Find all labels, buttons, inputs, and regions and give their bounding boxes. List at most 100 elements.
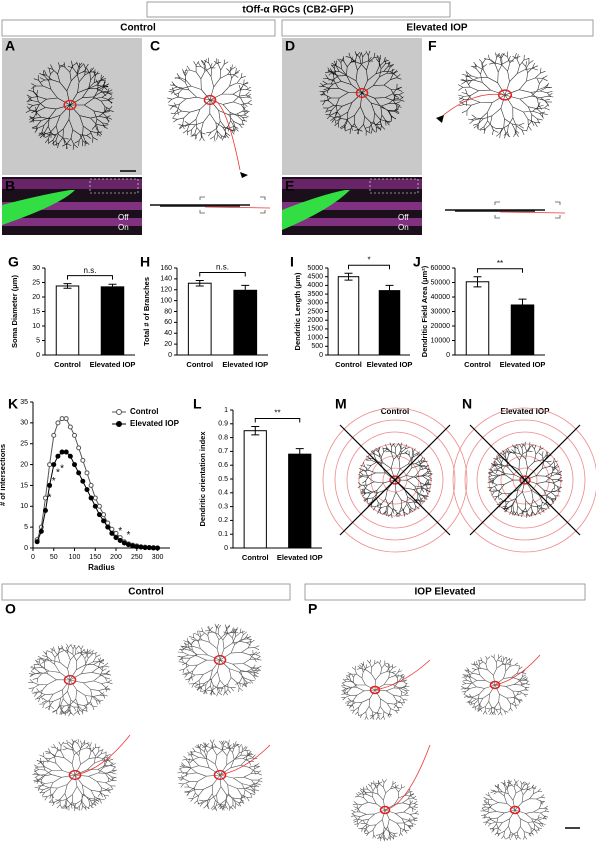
y-tick-label: 30000 bbox=[431, 308, 451, 315]
error-bar bbox=[518, 298, 527, 312]
soma bbox=[379, 805, 391, 815]
section-box bbox=[1, 19, 276, 37]
panel-label: E bbox=[285, 178, 294, 194]
significance-mark: * bbox=[127, 530, 131, 541]
marker bbox=[155, 545, 161, 551]
soma bbox=[509, 805, 521, 815]
panel-label: P bbox=[308, 601, 317, 617]
dendrite-tree bbox=[457, 51, 554, 139]
marker bbox=[76, 470, 82, 476]
y-tick-label: 15 bbox=[32, 308, 40, 315]
arrowhead bbox=[436, 115, 444, 123]
panel-label: L bbox=[193, 396, 202, 412]
dendrite-tree bbox=[32, 738, 118, 812]
significance-mark: * bbox=[118, 526, 122, 537]
error-bar bbox=[241, 284, 250, 296]
y-tick-label: 100 bbox=[160, 297, 172, 304]
sholl-ring bbox=[464, 419, 586, 541]
micrograph bbox=[2, 38, 142, 175]
soma bbox=[213, 654, 227, 666]
y-tick-label: 2000 bbox=[307, 317, 323, 324]
y-tick-label: 10 bbox=[20, 503, 28, 510]
y-tick-label: 40000 bbox=[431, 294, 451, 301]
y-tick-label: 0.2 bbox=[218, 517, 228, 524]
significance-bracket bbox=[477, 268, 523, 273]
bar bbox=[100, 286, 125, 356]
error-bar bbox=[108, 283, 117, 290]
marker bbox=[96, 503, 102, 509]
y-axis-label: Dendritic orientation index bbox=[198, 431, 207, 527]
side-axon bbox=[204, 206, 271, 209]
bar bbox=[337, 276, 360, 356]
dendrite-tree bbox=[340, 659, 410, 721]
x-tick-label: Control bbox=[242, 553, 269, 562]
x-tick-label: Control bbox=[54, 360, 81, 369]
error-bar bbox=[251, 426, 260, 436]
quadrant-lines bbox=[339, 424, 451, 536]
y-axis-label: Total # of Branches bbox=[142, 277, 151, 346]
soma bbox=[355, 87, 369, 99]
y-tick-label: 0.5 bbox=[218, 476, 228, 483]
arrowhead bbox=[240, 172, 248, 178]
dendrite-tree bbox=[319, 50, 405, 136]
header-box bbox=[146, 1, 451, 18]
legend-label: Elevated IOP bbox=[130, 419, 180, 428]
sholl-ring bbox=[476, 431, 574, 529]
y-tick-label: 0.6 bbox=[218, 462, 228, 469]
y-tick-label: 4000 bbox=[307, 282, 323, 289]
error-bar bbox=[385, 284, 394, 297]
marker bbox=[34, 539, 40, 545]
marker bbox=[88, 482, 94, 488]
y-tick-label: 20000 bbox=[431, 323, 451, 330]
x-tick-label: 150 bbox=[89, 554, 101, 561]
panel-label: F bbox=[428, 38, 437, 54]
y-tick-label: 5 bbox=[24, 524, 28, 531]
soma bbox=[63, 99, 77, 111]
x-axis-label: Radius bbox=[88, 563, 115, 572]
y-tick-label: 25 bbox=[32, 279, 40, 286]
marker bbox=[51, 432, 57, 438]
marker bbox=[113, 535, 119, 541]
y-tick-label: 20 bbox=[164, 341, 172, 348]
y-tick-label: 25 bbox=[20, 441, 28, 448]
dendrite-tree bbox=[167, 57, 253, 142]
marker bbox=[101, 518, 107, 524]
bar bbox=[510, 304, 535, 356]
section-box bbox=[281, 19, 594, 37]
y-tick-label: 20 bbox=[32, 294, 40, 301]
marker bbox=[125, 542, 131, 548]
dendrite-tree bbox=[460, 654, 530, 716]
y-tick-label: 0 bbox=[319, 352, 323, 359]
significance-label: ** bbox=[274, 409, 280, 418]
bar bbox=[55, 285, 80, 356]
soma bbox=[68, 769, 82, 781]
significance-label: n.s. bbox=[216, 263, 229, 272]
side-view bbox=[445, 209, 545, 212]
significance-label: ** bbox=[497, 259, 503, 268]
soma bbox=[519, 475, 531, 485]
significance-mark: * bbox=[56, 468, 60, 479]
y-tick-label: 15 bbox=[20, 482, 28, 489]
marker bbox=[117, 537, 123, 543]
marker bbox=[63, 416, 69, 422]
quadrant-lines bbox=[469, 424, 581, 536]
axon bbox=[439, 93, 506, 119]
y-tick-label: 60000 bbox=[431, 265, 451, 272]
y-tick-label: 0 bbox=[224, 545, 228, 552]
marker bbox=[121, 540, 127, 546]
x-tick-label: Control bbox=[186, 360, 213, 369]
axon bbox=[494, 654, 541, 686]
plot-label: Control bbox=[381, 407, 409, 416]
panel-label: A bbox=[5, 38, 15, 54]
y-tick-label: 5000 bbox=[307, 265, 323, 272]
marker bbox=[96, 512, 102, 518]
y-tick-label: 60 bbox=[164, 319, 172, 326]
section-title: Control bbox=[128, 587, 164, 598]
legend-marker bbox=[116, 409, 122, 415]
sholl-ring bbox=[334, 419, 456, 541]
legend-marker bbox=[116, 421, 122, 427]
x-tick-label: Elevated IOP bbox=[90, 360, 136, 369]
marker bbox=[88, 495, 94, 501]
marker bbox=[59, 449, 65, 455]
